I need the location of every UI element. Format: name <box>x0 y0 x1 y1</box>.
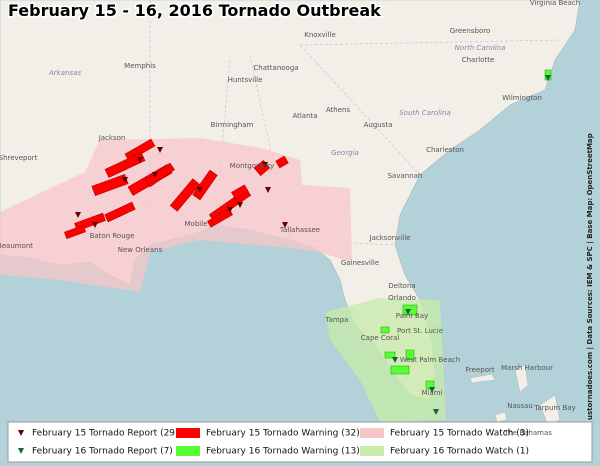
place-label: Marsh Harbour <box>501 364 553 372</box>
feb16-warning <box>380 326 390 334</box>
place-label: South Carolina <box>399 109 451 117</box>
place-label: Knoxville <box>304 31 336 39</box>
legend-swatch <box>360 446 384 456</box>
place-label: Augusta <box>364 121 393 129</box>
place-label: North Carolina <box>455 44 506 52</box>
feb16-warning <box>384 351 396 359</box>
feb15-watch <box>0 138 352 292</box>
place-label: Tallahassee <box>279 226 320 234</box>
place-label: Freeport <box>465 366 494 374</box>
title: February 15 - 16, 2016 Tornado Outbreak <box>8 1 381 20</box>
feb15-report <box>152 172 158 178</box>
feb15-warning <box>104 152 146 178</box>
place-label: Mobile <box>185 220 208 228</box>
place-label: Orlando <box>388 294 416 302</box>
feb15-warning <box>207 208 233 228</box>
legend <box>7 421 593 463</box>
feb16-report <box>545 75 551 81</box>
feb16-warning <box>405 349 415 361</box>
place-label: Atlanta <box>292 112 317 120</box>
place-label: Palm Bay <box>396 312 428 320</box>
place-label: Montgomery <box>230 162 274 170</box>
place-label: Greensboro <box>450 27 491 35</box>
place-label: Arkansas <box>48 69 81 77</box>
feb16-report <box>405 309 411 315</box>
feb15-warning <box>192 169 218 201</box>
feb16-report <box>392 357 398 363</box>
place-label: Virginia Beach <box>530 0 580 7</box>
feb15-warning <box>231 184 249 200</box>
place-label: Athens <box>326 106 351 114</box>
place-label: The Bahamas <box>503 429 552 437</box>
place-label: West Palm Beach <box>400 356 460 364</box>
place-label: Tarpum Bay <box>533 404 575 412</box>
place-label: Shreveport <box>0 154 38 162</box>
place-label: Georgia <box>331 149 359 157</box>
feb15-report <box>157 147 163 153</box>
feb16-warning <box>390 365 410 375</box>
legend-label: February 15 Tornado Watch (3) <box>390 429 529 439</box>
legend-label: February 15 Tornado Report (29) <box>32 429 179 439</box>
place-label: Jacksonville <box>369 234 411 242</box>
feb15-warning <box>145 162 175 188</box>
place-label: Baton Rouge <box>90 232 135 240</box>
legend-swatch <box>18 430 24 436</box>
place-label: Chattanooga <box>253 64 298 72</box>
feb15-warning <box>64 224 86 240</box>
feb15-report <box>227 207 233 213</box>
feb15-report <box>282 222 288 228</box>
feb15-warning <box>124 138 156 162</box>
feb16-report <box>429 387 435 393</box>
feb16-watch <box>325 298 446 422</box>
place-label: Gainesville <box>341 259 379 267</box>
place-label: Jackson <box>98 134 126 142</box>
place-label: Deltona <box>388 282 415 290</box>
legend-label: February 16 Tornado Warning (13) <box>206 447 360 457</box>
place-label: Birmingham <box>211 121 254 129</box>
legend-swatch <box>360 428 384 438</box>
feb15-report <box>237 202 243 208</box>
legend-label: February 15 Tornado Warning (32) <box>206 429 360 439</box>
place-label: Huntsville <box>228 76 263 84</box>
feb15-report <box>92 222 98 228</box>
feb15-report <box>197 187 203 193</box>
feb15-warning <box>104 201 136 223</box>
place-label: Wilmington <box>502 94 542 102</box>
place-label: Miami <box>421 389 442 397</box>
legend-swatch <box>176 428 200 438</box>
place-label: Port St. Lucie <box>397 327 443 335</box>
place-label: Savannah <box>388 172 423 180</box>
place-label: Charleston <box>426 146 464 154</box>
place-label: Memphis <box>124 62 156 70</box>
feb15-report <box>75 212 81 218</box>
feb15-report <box>122 177 128 183</box>
legend-label: February 16 Tornado Report (7) <box>32 447 173 457</box>
feb16-report <box>433 409 439 415</box>
feb15-warning <box>169 178 201 212</box>
place-label: Charlotte <box>462 56 495 64</box>
place-label: Beaumont <box>0 242 33 250</box>
islands <box>469 364 561 426</box>
place-label: Cape Coral <box>361 334 399 342</box>
legend-label: February 16 Tornado Watch (1) <box>390 447 529 457</box>
place-label: Nassau <box>507 402 533 410</box>
feb15-report <box>262 162 268 168</box>
place-label: Tampa <box>325 316 349 324</box>
credit: ustornadoes.com | Data Sources: IEM & SP… <box>586 133 595 420</box>
feb15-warning <box>275 155 289 169</box>
legend-swatch <box>18 448 24 454</box>
feb15-report <box>265 187 271 193</box>
legend-swatch <box>176 446 200 456</box>
feb15-report <box>137 157 143 163</box>
place-label: New Orleans <box>118 246 163 254</box>
